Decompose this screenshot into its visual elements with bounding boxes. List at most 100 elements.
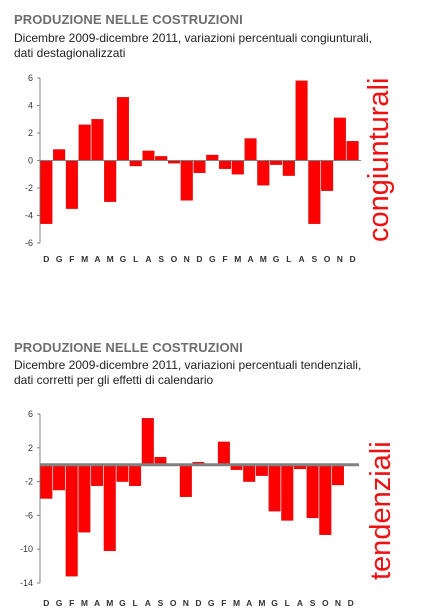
chart-subtitle-line-1: Dicembre 2009-dicembre 2011, variazioni … [14,358,362,372]
x-category-label: O [324,254,331,264]
x-category-label: A [299,254,305,264]
x-category-label: O [322,598,329,608]
x-category-label: G [56,254,63,264]
chart-title: PRODUZIONE NELLE COSTRUZIONI [14,340,243,355]
x-category-label: L [133,254,138,264]
chart-subtitle-line-2: dati corretti per gli effetti di calenda… [14,373,214,387]
bar [65,160,78,209]
bar [257,160,270,186]
chart-title: PRODUZIONE NELLE COSTRUZIONI [14,12,243,27]
bar [333,117,346,161]
bar [319,464,332,535]
x-category-label: F [221,598,226,608]
bar [78,124,91,161]
x-category-label: S [310,598,316,608]
y-tick-label: 0 [28,156,33,166]
x-category-label: G [208,598,215,608]
x-category-label: G [120,254,127,264]
side-label: congiunturali [363,78,395,242]
x-category-label: A [246,598,252,608]
x-category-label: M [260,254,267,264]
x-category-label: A [297,598,303,608]
bar [282,160,295,176]
x-category-label: M [106,598,113,608]
bar [346,141,359,161]
x-category-label: A [145,254,151,264]
bar [103,464,116,552]
x-category-label: A [94,598,100,608]
x-category-label: A [247,254,253,264]
chart-subtitle-line-2: dati destagionalizzati [14,46,126,60]
y-tick-label: -6 [25,510,33,520]
x-category-label: S [312,254,318,264]
bar [270,160,283,165]
x-category-label: F [69,598,74,608]
chart-subtitle-line-1: Dicembre 2009-dicembre 2011, variazioni … [14,31,372,45]
x-category-label: L [286,254,291,264]
bar [155,156,168,161]
bar [193,160,206,174]
y-tick-label: -4 [25,211,33,221]
x-category-label: N [335,598,341,608]
bar [243,464,256,482]
x-category-label: A [145,598,151,608]
x-category-label: A [94,254,100,264]
y-tick-label: -10 [20,544,33,554]
bar [78,464,91,533]
y-tick-label: 4 [28,101,33,111]
bar [295,80,308,161]
x-category-label: G [273,254,280,264]
y-tick-label: 2 [28,128,33,138]
x-category-label: G [271,598,278,608]
bar [180,160,193,201]
x-category-label: S [158,254,164,264]
bar [217,441,230,465]
bar [218,160,232,169]
x-category-label: O [171,254,178,264]
bar [231,160,244,175]
bar [129,160,142,167]
x-category-label: D [43,254,49,264]
x-category-label: D [195,598,201,608]
bar [281,464,294,521]
bar [179,464,192,497]
bar [308,160,321,224]
bar [321,160,334,191]
y-tick-label: 6 [28,73,33,83]
bar [142,150,155,161]
bar [91,464,104,486]
x-category-label: N [337,254,343,264]
bar [129,464,142,486]
bar [268,464,281,512]
bar [53,464,66,491]
x-category-label: F [222,254,227,264]
x-category-label: S [158,598,164,608]
x-category-label: G [209,254,216,264]
bar [65,464,78,577]
x-category-label: L [285,598,290,608]
bar [255,464,268,476]
bar [40,160,53,224]
bar [53,149,66,161]
x-category-label: L [132,598,137,608]
x-category-label: D [348,598,354,608]
side-label: tendenziali [365,441,397,580]
x-category-label: D [350,254,356,264]
x-category-label: D [196,254,202,264]
bar [91,119,104,161]
x-category-label: N [184,254,190,264]
y-tick-label: 2 [28,443,33,453]
bar [104,160,117,202]
bar [116,464,129,482]
chart-panel-congiunturali: PRODUZIONE NELLE COSTRUZIONI Dicembre 20… [0,0,433,300]
bar [306,464,319,519]
x-category-label: M [81,254,88,264]
x-category-label: N [183,598,189,608]
x-category-label: G [119,598,126,608]
x-category-label: F [69,254,74,264]
x-category-label: D [43,598,49,608]
x-category-label: M [81,598,88,608]
x-category-label: M [258,598,265,608]
